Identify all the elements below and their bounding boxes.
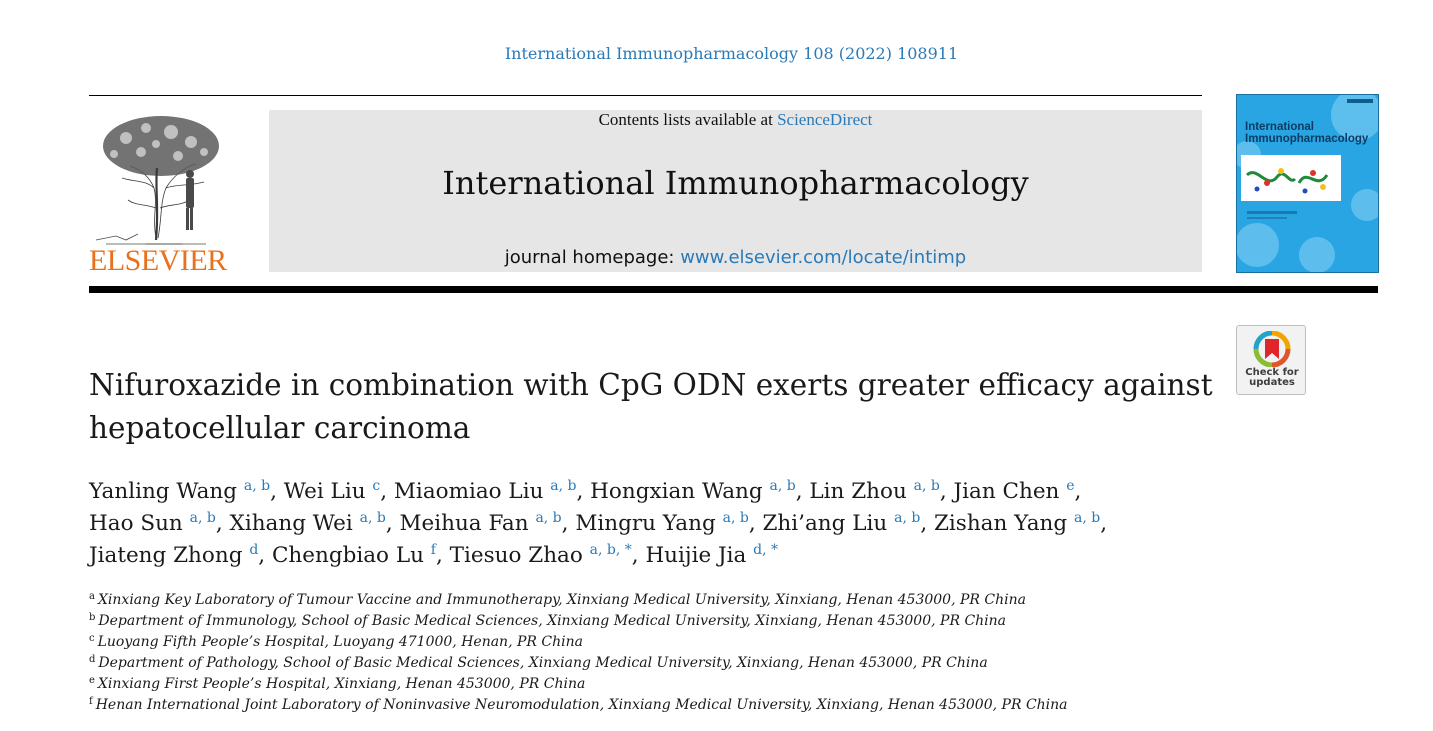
journal-homepage-link[interactable]: www.elsevier.com/locate/intimp [680,247,967,268]
journal-name: International Immunopharmacology [442,164,1029,202]
affiliation-key: b [89,612,96,623]
affiliation-key: c [89,633,95,644]
affiliation-item: b Department of Immunology, School of Bas… [89,611,1239,632]
article-title-line1: Nifuroxazide in combination with CpG ODN… [89,368,1213,402]
author-name[interactable]: Hao Sun [89,511,183,536]
article-title: Nifuroxazide in combination with CpG ODN… [89,364,1219,450]
author-affiliation-marker[interactable]: a, b [243,478,271,494]
journal-citation[interactable]: International Immunopharmacology 108 (20… [504,44,959,63]
author-name[interactable]: Jian Chen [953,479,1060,504]
contents-prefix: Contents lists available at [598,110,778,129]
journal-cover-title-line1: International [1245,121,1315,133]
journal-cover-title: International Immunopharmacology [1245,121,1368,145]
header-bottom-rule [89,286,1378,293]
author-name[interactable]: Meihua Fan [399,511,529,536]
check-updates-line1: Check for [1245,367,1299,378]
author-affiliation-marker[interactable]: a, b [894,510,921,526]
homepage-prefix: journal homepage: [504,247,681,268]
affiliation-key: d [89,654,96,665]
author-affiliation-marker[interactable]: e [1066,478,1075,494]
journal-masthead: Contents lists available at ScienceDirec… [269,110,1202,272]
affiliation-text: Xinxiang Key Laboratory of Tumour Vaccin… [97,592,1026,608]
author-affiliation-marker[interactable]: a, b [913,478,940,494]
check-updates-label: Check for updates [1237,368,1307,388]
author-list: Yanling Wang a, b, Wei Liu c, Miaomiao L… [89,478,1108,568]
affiliation-key: e [89,675,95,686]
author-affiliation-marker[interactable]: a, b, * [589,542,632,558]
affiliation-text: Xinxiang First People’s Hospital, Xinxia… [97,676,586,692]
journal-cover-image[interactable]: International Immunopharmacology [1236,94,1379,273]
affiliation-text: Department of Immunology, School of Basi… [98,613,1007,629]
author-name[interactable]: Mingru Yang [575,511,716,536]
author-name[interactable]: Huijie Jia [645,543,747,568]
check-for-updates-button[interactable]: Check for updates [1236,325,1306,395]
affiliation-text: Henan International Joint Laboratory of … [95,697,1068,713]
affiliation-text: Luoyang Fifth People’s Hospital, Luoyang… [97,634,583,650]
author-name[interactable]: Yanling Wang [89,479,238,504]
article-title-line2: hepatocellular carcinoma [89,411,471,445]
author-affiliation-marker[interactable]: f [430,542,436,558]
author-name[interactable]: Chengbiao Lu [271,543,424,568]
author-name[interactable]: Tiesuo Zhao [449,543,583,568]
author-name[interactable]: Jiateng Zhong [89,543,243,568]
author-affiliation-marker[interactable]: d, * [753,542,779,558]
sciencedirect-link[interactable]: ScienceDirect [777,110,873,129]
author-name[interactable]: Xihang Wei [229,511,353,536]
author-affiliation-marker[interactable]: a, b [722,510,749,526]
affiliation-item: f Henan International Joint Laboratory of… [89,695,1239,716]
author-affiliation-marker[interactable]: a, b [1073,510,1101,526]
homepage-line: journal homepage: www.elsevier.com/locat… [269,247,1202,268]
check-updates-line2: updates [1249,377,1295,388]
author-affiliation-marker[interactable]: a, b [189,510,216,526]
author-name[interactable]: Miaomiao Liu [393,479,544,504]
affiliation-item: c Luoyang Fifth People’s Hospital, Luoyan… [89,632,1239,653]
author-name[interactable]: Lin Zhou [809,479,907,504]
author-affiliation-marker[interactable]: a, b [359,510,386,526]
contents-line: Contents lists available at ScienceDirec… [269,110,1202,130]
author-affiliation-marker[interactable]: a, b [769,478,796,494]
affiliation-text: Department of Pathology, School of Basic… [98,655,988,671]
author-affiliation-marker[interactable]: a, b [535,510,562,526]
author-affiliation-marker[interactable]: d [249,542,259,558]
author-name[interactable]: Wei Liu [283,479,366,504]
journal-cover-title-line2: Immunopharmacology [1245,133,1369,145]
affiliation-key: a [89,591,95,602]
author-name[interactable]: Zhi’ang Liu [762,511,888,536]
author-name[interactable]: Hongxian Wang [590,479,763,504]
author-affiliation-marker[interactable]: a, b [550,478,577,494]
affiliation-item: d Department of Pathology, School of Basi… [89,653,1239,674]
affiliation-item: e Xinxiang First People’s Hospital, Xinxi… [89,674,1239,695]
elsevier-tree-logo [95,116,219,245]
affiliation-list: a Xinxiang Key Laboratory of Tumour Vacci… [89,590,1239,716]
author-affiliation-marker[interactable]: c [372,478,381,494]
elsevier-wordmark: ELSEVIER [89,244,227,277]
affiliation-key: f [89,696,93,707]
check-updates-icon [1253,331,1291,367]
author-name[interactable]: Zishan Yang [933,511,1068,536]
affiliation-item: a Xinxiang Key Laboratory of Tumour Vacci… [89,590,1239,611]
header-top-rule [89,95,1202,96]
journal-cover-art [1237,95,1378,272]
